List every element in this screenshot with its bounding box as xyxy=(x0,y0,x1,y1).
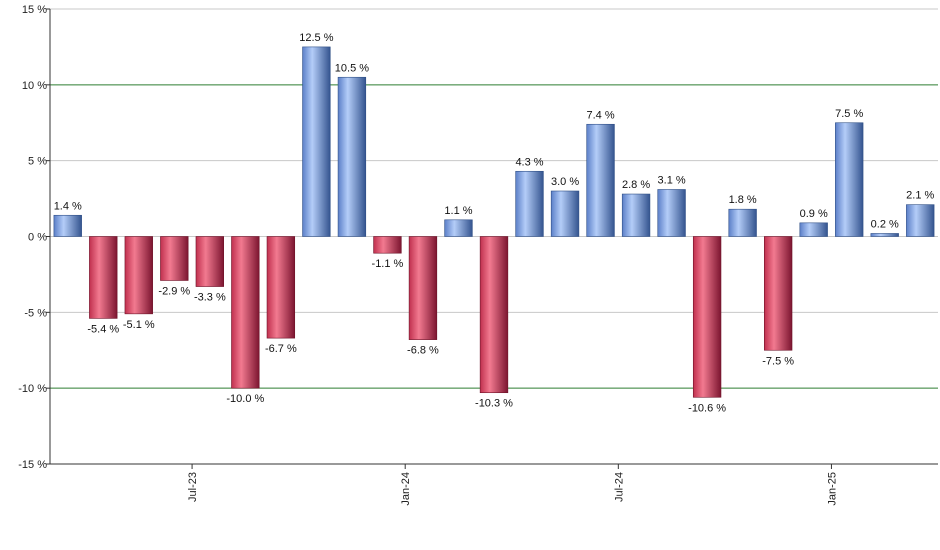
x-tick-label: Jul-23 xyxy=(187,472,199,502)
bar-data-label: -6.7 % xyxy=(265,343,297,355)
bar-data-label: 12.5 % xyxy=(299,32,333,44)
bar-data-label: 3.0 % xyxy=(551,176,579,188)
bar xyxy=(728,208,757,237)
bar xyxy=(835,122,864,237)
y-tick-label: -10 % xyxy=(18,383,47,395)
bar xyxy=(337,76,367,237)
bar xyxy=(444,219,473,237)
bar xyxy=(515,170,544,237)
bar xyxy=(302,46,331,237)
bar xyxy=(266,236,296,339)
bar-data-label: -10.0 % xyxy=(226,393,264,405)
bar xyxy=(657,189,686,237)
bar-data-label: -7.5 % xyxy=(762,355,794,367)
bar xyxy=(586,123,615,237)
axes xyxy=(49,9,938,465)
bar-data-label: 7.5 % xyxy=(835,108,863,120)
x-tick-label: Jan-24 xyxy=(400,472,412,506)
x-tick-label: Jan-25 xyxy=(826,472,838,506)
bars xyxy=(53,46,935,398)
bar xyxy=(195,236,224,287)
bar-data-label: 7.4 % xyxy=(586,109,614,121)
y-tick-label: 15 % xyxy=(22,4,47,16)
bar xyxy=(764,236,793,351)
bar-data-label: 0.9 % xyxy=(800,208,828,220)
bar-data-labels: 1.4 % -5.4 % -5.1 % -2.9 % -3.3 % -10.0 % -6.7… xyxy=(54,32,935,414)
y-tick-label: -5 % xyxy=(24,307,47,319)
bar xyxy=(408,236,438,340)
bar-data-label: -5.4 % xyxy=(87,323,119,335)
bar xyxy=(550,190,580,237)
bar-data-label: -10.3 % xyxy=(475,398,513,410)
y-axis-tick-labels: 15 % 10 % 5 % 0 % -5 % -10 % -15 % xyxy=(18,4,47,471)
y-tick-label: 5 % xyxy=(28,156,47,168)
y-tick-label: -15 % xyxy=(18,459,47,471)
bar xyxy=(160,236,189,281)
bar xyxy=(906,204,935,237)
bar-data-label: -3.3 % xyxy=(194,292,226,304)
bar-data-label: -1.1 % xyxy=(372,258,404,270)
bar-data-label: 4.3 % xyxy=(515,156,543,168)
bar xyxy=(621,193,651,237)
y-tick-label: 10 % xyxy=(22,80,47,92)
bar-data-label: 1.4 % xyxy=(54,200,82,212)
bar-data-label: 3.1 % xyxy=(658,174,686,186)
bar-data-label: 0.2 % xyxy=(871,218,899,230)
bar xyxy=(373,236,402,254)
bar-data-label: -5.1 % xyxy=(123,319,155,331)
bar-data-label: -2.9 % xyxy=(158,285,190,297)
bar-data-label: 2.1 % xyxy=(906,190,934,202)
x-axis-tick-labels: Jul-23 Jan-24 Jul-24 Jan-25 xyxy=(187,464,838,506)
bar-data-label: -10.6 % xyxy=(688,402,726,414)
bar xyxy=(692,236,722,398)
bar-data-label: 1.8 % xyxy=(729,194,757,206)
bar-data-label: 2.8 % xyxy=(622,179,650,191)
bar xyxy=(479,236,509,394)
bar xyxy=(53,214,82,237)
x-tick-label: Jul-24 xyxy=(613,472,625,502)
bar-data-label: -6.8 % xyxy=(407,345,439,357)
bar xyxy=(89,236,118,319)
y-tick-label: 0 % xyxy=(28,232,47,244)
bar-data-label: 10.5 % xyxy=(335,62,369,74)
bar xyxy=(231,236,260,389)
bar xyxy=(799,222,828,237)
bar-data-label: 1.1 % xyxy=(444,205,472,217)
bar xyxy=(124,236,153,315)
bar xyxy=(870,233,899,237)
